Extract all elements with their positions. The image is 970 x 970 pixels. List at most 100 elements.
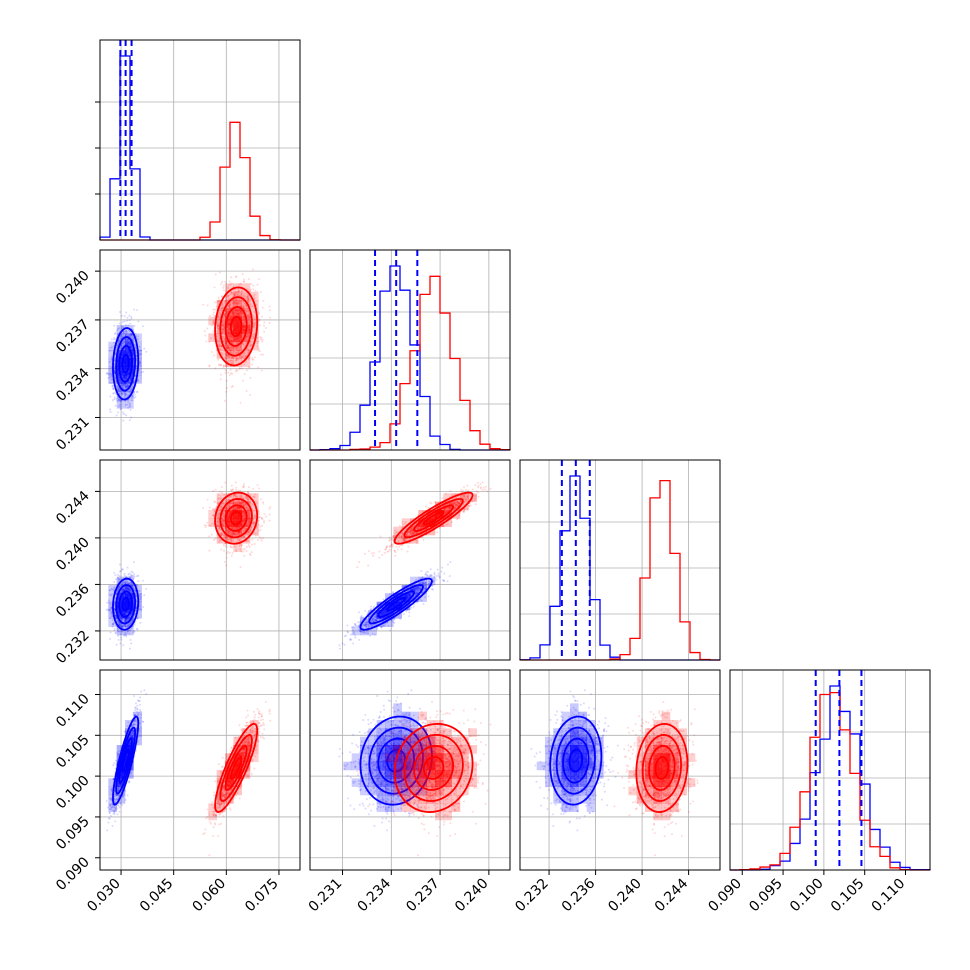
sample-point	[245, 369, 248, 372]
sample-point	[241, 367, 244, 370]
sample-point	[217, 358, 220, 361]
sample-point	[114, 632, 117, 635]
sample-point	[243, 373, 246, 376]
sample-point	[268, 305, 271, 308]
sample-point	[262, 324, 265, 327]
sample-point	[117, 411, 120, 414]
sample-point	[109, 631, 112, 634]
sample-point	[113, 338, 116, 341]
sample-point	[143, 594, 146, 597]
sample-point	[221, 491, 224, 494]
sample-point	[108, 349, 111, 352]
sample-point	[222, 286, 225, 289]
sample-point	[225, 387, 228, 390]
sample-point	[212, 490, 215, 493]
sample-point	[128, 647, 131, 650]
sample-point	[115, 414, 118, 417]
sample-point	[239, 489, 242, 492]
sample-point	[221, 280, 224, 283]
sample-point	[128, 333, 131, 336]
sample-point	[258, 324, 261, 327]
sample-point	[132, 391, 135, 394]
sample-point	[112, 387, 115, 390]
sample-point	[122, 325, 125, 328]
sample-point	[228, 374, 231, 377]
sample-point	[130, 315, 133, 318]
sample-point	[114, 331, 117, 334]
sample-point	[256, 539, 259, 542]
sample-point	[145, 350, 148, 353]
sample-point	[229, 368, 232, 371]
sample-point	[256, 366, 259, 369]
sample-point	[252, 358, 255, 361]
sample-point	[128, 319, 131, 322]
sample-point	[249, 376, 252, 379]
sample-point	[212, 311, 215, 314]
sample-point	[262, 299, 265, 302]
sample-point	[120, 407, 123, 410]
sample-point	[130, 642, 133, 645]
sample-point	[120, 403, 123, 406]
sample-point	[222, 543, 225, 546]
sample-point	[126, 319, 129, 322]
sample-point	[268, 309, 271, 312]
sample-point	[113, 392, 116, 395]
sample-point	[263, 513, 266, 516]
sample-point	[263, 321, 266, 324]
sample-point	[111, 385, 114, 388]
sample-point	[239, 401, 242, 404]
sample-point	[260, 369, 263, 372]
sample-point	[108, 382, 111, 385]
sample-point	[129, 322, 132, 325]
sample-point	[138, 353, 141, 356]
sample-point	[260, 539, 263, 542]
sample-point	[268, 513, 271, 516]
sample-point	[142, 606, 145, 609]
sample-point	[120, 383, 123, 386]
sample-point	[122, 644, 125, 647]
sample-point	[257, 277, 260, 280]
sample-point	[247, 278, 250, 281]
density-panel	[105, 481, 272, 650]
sample-point	[208, 506, 211, 509]
sample-point	[269, 506, 272, 509]
sample-point	[206, 327, 209, 330]
sample-point	[220, 363, 223, 366]
sample-point	[123, 391, 126, 394]
sample-point	[126, 383, 129, 386]
sample-point	[118, 322, 121, 325]
sample-point	[212, 539, 215, 542]
sample-point	[143, 347, 146, 350]
sample-point	[133, 397, 136, 400]
sample-point	[253, 356, 256, 359]
sample-point	[262, 537, 265, 540]
sample-point	[264, 326, 267, 329]
sample-point	[243, 554, 246, 557]
sample-point	[142, 370, 145, 373]
sample-point	[245, 545, 248, 548]
sample-point	[127, 333, 130, 336]
density-cell	[116, 358, 126, 367]
sample-point	[125, 311, 128, 314]
sample-point	[120, 314, 123, 317]
sample-point	[242, 550, 245, 553]
sample-point	[243, 278, 246, 281]
sample-point	[212, 308, 215, 311]
sample-point	[217, 296, 220, 299]
sample-point	[203, 330, 206, 333]
sample-point	[131, 328, 134, 331]
sample-point	[225, 379, 228, 382]
sample-point	[136, 628, 139, 631]
sample-point	[213, 301, 216, 304]
sample-point	[124, 383, 127, 386]
sample-point	[122, 419, 125, 422]
sample-point	[220, 295, 223, 298]
sample-point	[219, 378, 222, 381]
sample-point	[224, 369, 227, 372]
sample-point	[222, 284, 225, 287]
hist-panel	[100, 40, 300, 240]
sample-point	[210, 533, 213, 536]
sample-point	[268, 519, 271, 522]
sample-point	[227, 371, 230, 374]
sample-point	[123, 572, 126, 575]
